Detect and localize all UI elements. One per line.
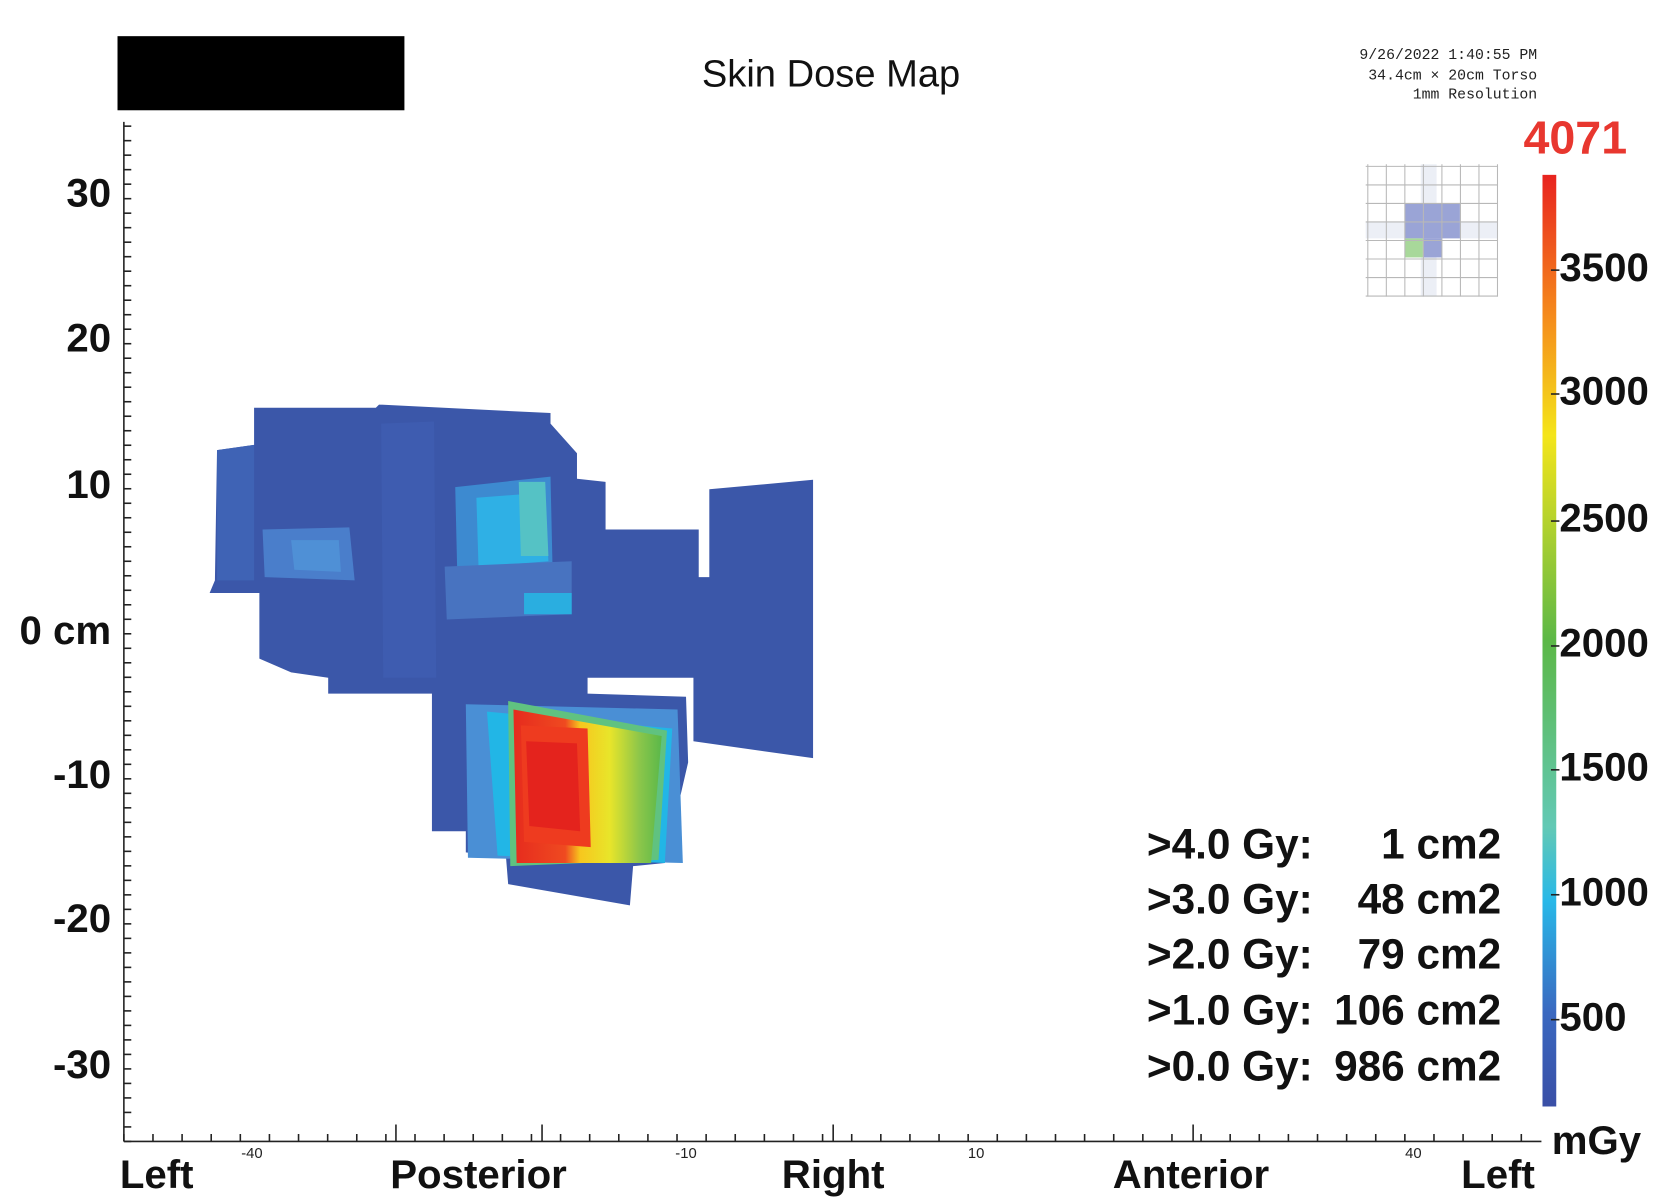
- orientation-icon: [1365, 164, 1499, 297]
- redaction: [117, 36, 405, 111]
- region-label: Left: [1461, 1152, 1535, 1197]
- y-tick-label: 0 cm: [19, 608, 111, 653]
- dose-threshold: >4.0 Gy:: [1147, 820, 1313, 867]
- y-tick-label: 30: [66, 171, 111, 216]
- x-tick-label: -40: [241, 1146, 262, 1162]
- dose-area: 106 cm2: [1334, 987, 1501, 1034]
- dose-area: 1 cm2: [1381, 820, 1501, 867]
- resolution: 1mm Resolution: [1413, 87, 1537, 103]
- x-tick-label: 10: [968, 1146, 984, 1162]
- x-tick-label: 40: [1405, 1146, 1421, 1162]
- timestamp: 9/26/2022 1:40:55 PM: [1359, 48, 1537, 64]
- dose-area: 986 cm2: [1334, 1043, 1501, 1090]
- dose-threshold: >3.0 Gy:: [1147, 875, 1313, 922]
- y-tick-label: -30: [53, 1042, 111, 1087]
- colorbar-label: 3500: [1559, 245, 1648, 290]
- phantom: 34.4cm × 20cm Torso: [1368, 68, 1537, 84]
- y-tick-label: -20: [53, 896, 111, 941]
- title: Skin Dose Map: [702, 53, 960, 95]
- region-label: Anterior: [1113, 1152, 1270, 1197]
- colorbar-max: 4071: [1523, 111, 1627, 163]
- y-tick-label: 20: [66, 316, 111, 361]
- region-label: Left: [120, 1152, 194, 1197]
- colorbar: [1542, 174, 1557, 1107]
- dose-area: 48 cm2: [1358, 875, 1502, 922]
- y-tick-label: 10: [66, 462, 111, 507]
- region-label: Right: [782, 1152, 885, 1197]
- dose-threshold: >2.0 Gy:: [1147, 930, 1313, 977]
- colorbar-label: 500: [1559, 994, 1626, 1039]
- colorbar-label: 1000: [1559, 869, 1648, 914]
- colorbar-label: 1500: [1559, 744, 1648, 789]
- colorbar-label: 2000: [1559, 621, 1648, 666]
- dose-threshold: >0.0 Gy:: [1147, 1043, 1313, 1090]
- colorbar-unit: mGy: [1552, 1118, 1642, 1163]
- y-tick-label: -10: [53, 752, 111, 797]
- colorbar-label: 3000: [1559, 369, 1648, 414]
- x-tick-label: -10: [675, 1146, 696, 1162]
- heatmap: [209, 404, 814, 906]
- colorbar-label: 2500: [1559, 496, 1648, 541]
- axes: [123, 121, 1542, 1143]
- dose-threshold: >1.0 Gy:: [1147, 987, 1313, 1034]
- dose-area: 79 cm2: [1358, 930, 1502, 977]
- region-label: Posterior: [390, 1152, 567, 1197]
